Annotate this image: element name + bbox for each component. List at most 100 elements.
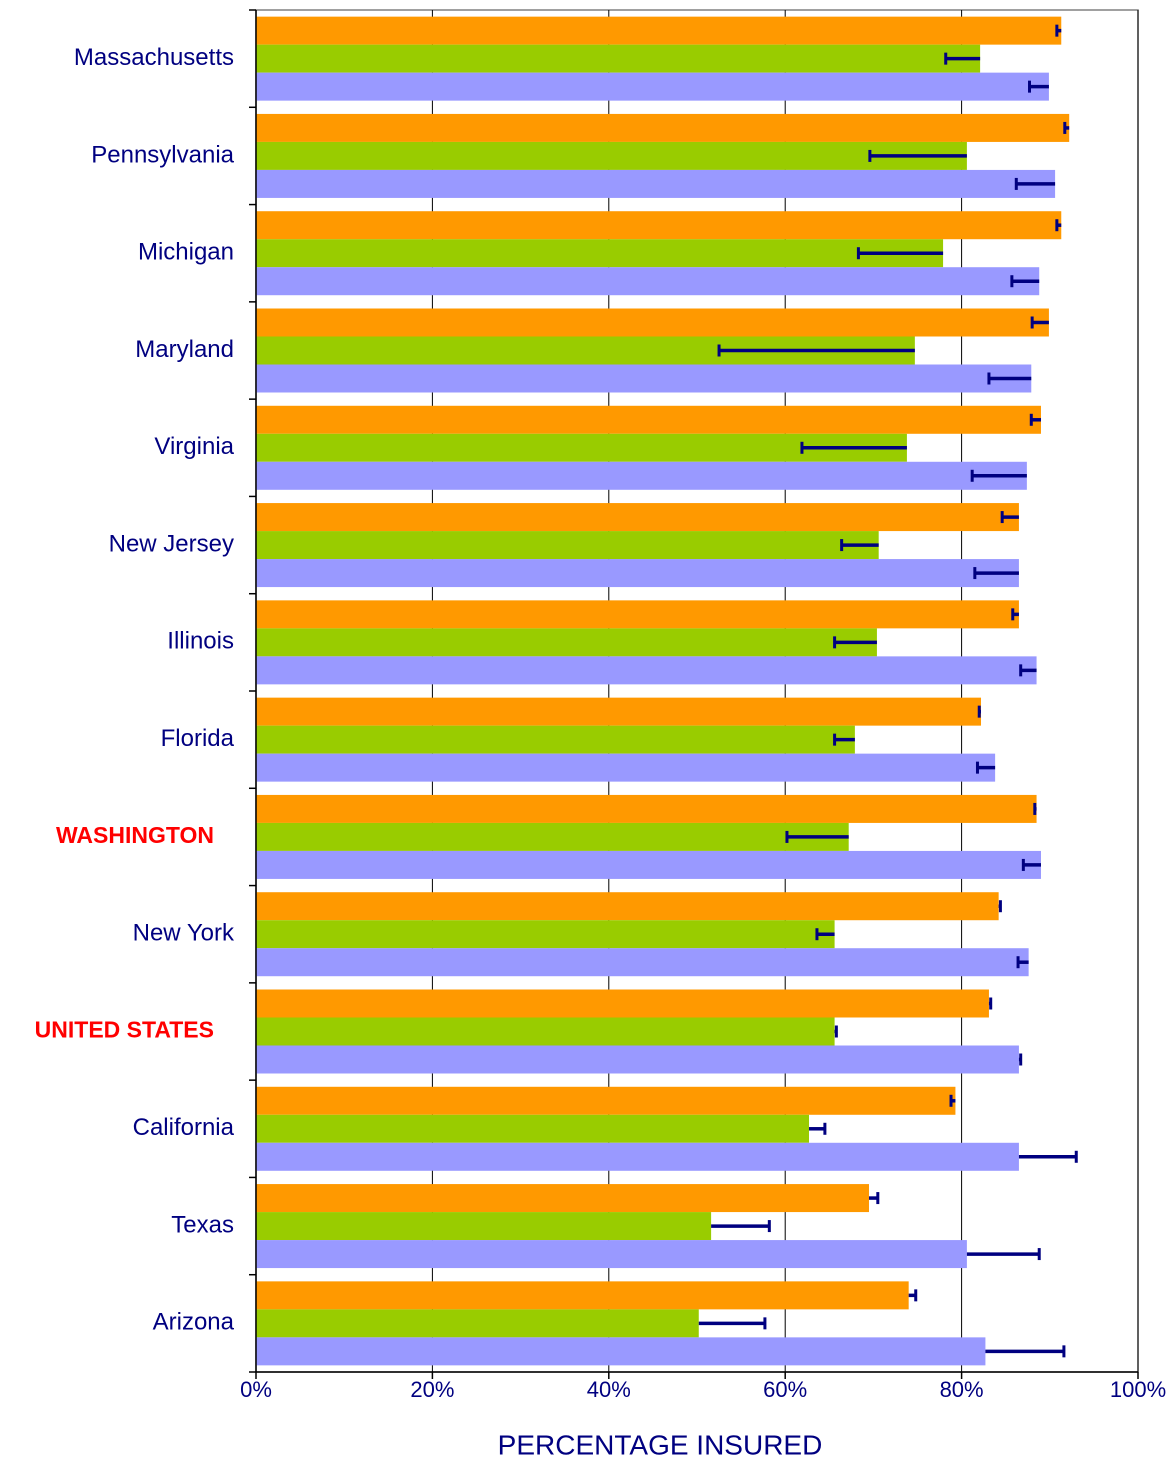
error-bar — [966, 1248, 1041, 1261]
error-bar — [833, 733, 855, 746]
error-bar — [908, 1289, 918, 1302]
error-bar — [1021, 858, 1041, 871]
bar — [256, 725, 855, 754]
error-bar — [970, 469, 1027, 482]
bar — [256, 850, 1041, 879]
error-bar — [840, 539, 879, 552]
bar — [256, 113, 1070, 142]
y-tick-label: Maryland — [135, 336, 234, 363]
error-bar — [1055, 219, 1062, 232]
bar — [256, 656, 1037, 685]
error-bar — [1014, 177, 1056, 190]
y-tick-label: Virginia — [154, 433, 234, 460]
error-bar — [1033, 802, 1037, 815]
error-bar — [800, 441, 907, 454]
bar — [256, 1309, 699, 1338]
error-bar — [833, 636, 877, 649]
bar — [256, 794, 1037, 823]
x-axis-title: PERCENTAGE INSURED — [498, 1429, 823, 1460]
x-tick-label: 20% — [410, 1377, 454, 1402]
error-bar — [1010, 275, 1040, 288]
error-bar — [1000, 511, 1019, 524]
error-bar — [988, 997, 993, 1010]
error-bar — [985, 1345, 1066, 1358]
error-bar — [1019, 664, 1037, 677]
bar — [256, 1184, 869, 1213]
bar — [256, 989, 989, 1018]
bar — [256, 600, 1019, 629]
y-tick-label: UNITED STATES — [35, 1017, 214, 1043]
bar — [256, 169, 1056, 198]
bar — [256, 1017, 835, 1046]
error-bar — [973, 567, 1019, 580]
error-bar — [868, 149, 967, 162]
bar — [256, 405, 1041, 434]
bar — [256, 628, 877, 657]
error-bar — [698, 1317, 767, 1330]
y-tick-label: Arizona — [153, 1309, 235, 1336]
bar — [256, 211, 1062, 240]
bar — [256, 364, 1032, 393]
bar — [256, 753, 996, 782]
error-bar — [809, 1122, 827, 1135]
error-bar — [785, 830, 849, 843]
y-tick-label: New York — [133, 920, 235, 947]
error-bar — [1055, 24, 1062, 37]
y-tick-label: WASHINGTON — [56, 822, 214, 848]
bar — [256, 308, 1049, 337]
x-tick-label: 80% — [940, 1377, 984, 1402]
bar — [256, 1114, 810, 1143]
error-bar — [856, 247, 944, 260]
y-tick-label: Pennsylvania — [91, 141, 234, 168]
error-bar — [711, 1220, 771, 1233]
bar — [256, 433, 907, 462]
bar — [256, 16, 1062, 45]
error-bar — [1018, 1150, 1078, 1163]
y-tick-label: Illinois — [167, 628, 234, 655]
bar — [256, 267, 1040, 296]
x-tick-label: 0% — [240, 1377, 272, 1402]
error-bar — [987, 372, 1032, 385]
y-tick-label: Massachusetts — [74, 44, 234, 71]
bar — [256, 1240, 967, 1269]
bar — [256, 141, 967, 170]
error-bar — [998, 900, 1002, 913]
bar — [256, 1337, 986, 1366]
error-bar — [1018, 1053, 1023, 1066]
bar — [256, 72, 1049, 101]
bar — [256, 1212, 712, 1241]
error-bar — [815, 928, 835, 941]
bar — [256, 948, 1029, 977]
x-tick-label: 60% — [763, 1377, 807, 1402]
y-tick-label: Texas — [171, 1211, 234, 1238]
x-tick-label: 100% — [1110, 1377, 1166, 1402]
bar — [256, 1086, 956, 1115]
bar — [256, 503, 1019, 532]
error-bar — [834, 1025, 838, 1038]
bar — [256, 239, 944, 268]
error-bar — [975, 761, 996, 774]
bar — [256, 1045, 1019, 1074]
bar — [256, 1281, 909, 1310]
y-tick-label: Florida — [161, 725, 235, 752]
bar — [256, 1142, 1019, 1171]
bar — [256, 461, 1027, 490]
bar — [256, 44, 981, 73]
error-bar — [944, 52, 981, 65]
bar — [256, 822, 849, 851]
error-bar — [1029, 413, 1041, 426]
error-bar — [868, 1192, 880, 1205]
error-bar — [1011, 608, 1019, 621]
bar — [256, 892, 999, 921]
bar — [256, 697, 982, 726]
error-bar — [1063, 121, 1070, 134]
error-bar — [1016, 956, 1029, 969]
error-bar — [1030, 316, 1049, 329]
y-tick-label: New Jersey — [109, 530, 234, 557]
error-bar — [977, 705, 982, 718]
bar — [256, 920, 835, 949]
error-bar — [949, 1094, 956, 1107]
x-tick-label: 40% — [587, 1377, 631, 1402]
y-tick-label: California — [133, 1114, 235, 1141]
